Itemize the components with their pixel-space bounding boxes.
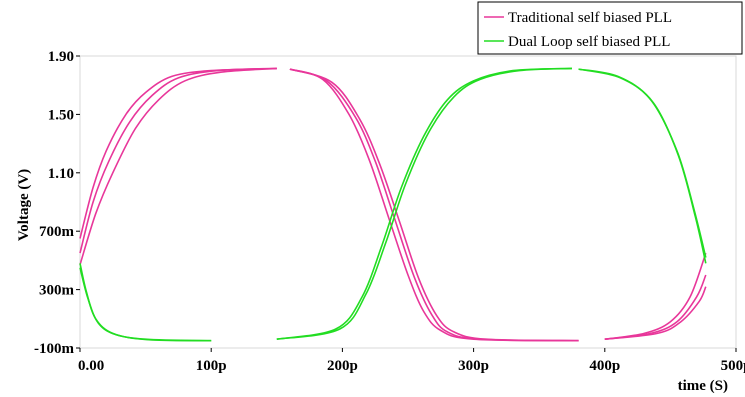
series-trace-segment (578, 68, 707, 258)
plot-frame (79, 55, 737, 349)
series-trace-segment (276, 67, 573, 340)
series-trace-segment (79, 67, 277, 266)
series-trace-segment (276, 67, 573, 340)
x-axis-ticks: 0.00 100p 200p 300p 400p 500p (78, 348, 745, 374)
series-trace-segment (578, 68, 707, 264)
series-trace-segment (289, 68, 579, 342)
series-dual-loop-traces (79, 67, 707, 342)
legend: Traditional self biased PLL Dual Loop se… (477, 1, 743, 55)
y-tick-label: 1.10 (48, 166, 74, 182)
series-trace-segment (604, 286, 707, 340)
series-trace-segment (79, 267, 212, 342)
y-tick-label: 300m (39, 283, 75, 299)
plot-area (79, 55, 737, 349)
x-axis-label: time (S) (678, 378, 728, 394)
legend-box (477, 1, 743, 55)
series-trace-segment (289, 68, 579, 342)
series-trace-segment (79, 67, 277, 239)
y-axis-ticks: 1.90 1.50 1.10 700m 300m -100m (34, 49, 80, 357)
y-tick-label: 700m (39, 224, 75, 240)
traces-layer (79, 67, 707, 342)
series-traditional-traces (79, 67, 707, 342)
series-trace-segment (289, 68, 579, 342)
legend-label-dual-loop: Dual Loop self biased PLL (508, 34, 670, 50)
x-tick-label: 500p (721, 358, 745, 374)
series-trace-segment (79, 67, 277, 254)
legend-label-traditional: Traditional self biased PLL (508, 10, 672, 26)
series-trace-segment (79, 263, 212, 342)
y-tick-label: 1.90 (48, 49, 74, 65)
y-tick-label: -100m (34, 341, 74, 357)
x-tick-label: 100p (196, 358, 227, 374)
y-axis-label: Voltage (V) (16, 169, 32, 241)
x-tick-label: 200p (327, 358, 358, 374)
x-tick-label: 0.00 (78, 358, 104, 374)
y-tick-label: 1.50 (48, 107, 74, 123)
series-trace-segment (604, 252, 707, 340)
x-tick-label: 300p (458, 358, 489, 374)
x-tick-label: 400p (589, 358, 620, 374)
